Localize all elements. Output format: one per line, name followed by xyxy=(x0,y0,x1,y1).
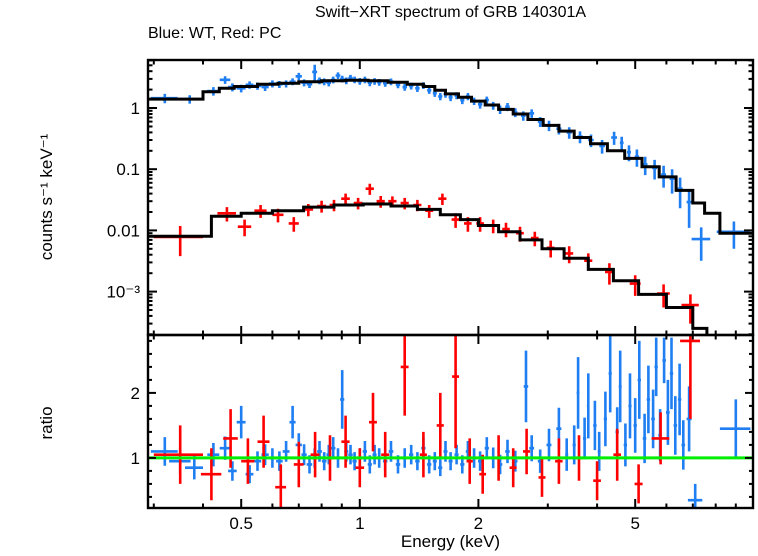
ratio-y-tick-label: 2 xyxy=(131,384,140,403)
pc_ratio-series xyxy=(153,336,700,507)
axis-ticks xyxy=(148,59,753,508)
spectrum-y-tick-label: 1 xyxy=(131,99,140,118)
x-axis-label: Energy (keV) xyxy=(400,532,501,551)
pc_model-series xyxy=(149,202,709,334)
spectrum-y-tick-label: 10⁻³ xyxy=(106,283,140,302)
axis-frame xyxy=(146,58,755,510)
x-tick-label: 0.5 xyxy=(229,514,253,533)
pc_data-series xyxy=(153,183,699,324)
tick-labels: 0.5 1 2 5 1 0.1 0.01 10⁻³ 1 2 xyxy=(106,99,639,533)
ratio-y-tick-label: 1 xyxy=(131,449,140,468)
spectrum-y-tick-label: 0.01 xyxy=(107,221,140,240)
chart-title: Swift−XRT spectrum of GRB 140301A xyxy=(314,4,587,21)
x-tick-label: 2 xyxy=(474,514,483,533)
spectrum-panel xyxy=(149,64,752,334)
wt_model-series xyxy=(149,78,752,235)
x-tick-label: 1 xyxy=(355,514,364,533)
spectrum-y-tick-label: 0.1 xyxy=(116,160,140,179)
ratio-panel xyxy=(149,336,752,507)
chart-subtitle: Blue: WT, Red: PC xyxy=(148,25,282,42)
x-tick-label: 5 xyxy=(630,514,639,533)
